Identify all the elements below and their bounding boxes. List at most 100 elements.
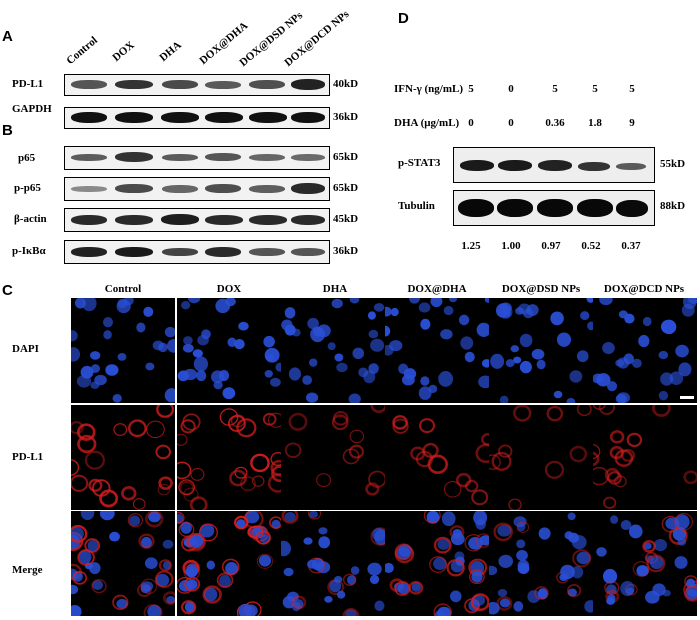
micrograph-dapi-6 xyxy=(593,298,697,403)
ratio-value: 0.97 xyxy=(541,240,561,252)
kd-p-p65: 65kD xyxy=(333,182,359,194)
dha-value: 1.8 xyxy=(588,117,602,129)
panel-letter-b: B xyxy=(2,122,13,139)
ifn-value: 5 xyxy=(552,83,558,95)
col-head-dox-dcd: DOX@DCD NPs xyxy=(603,283,685,295)
band xyxy=(205,112,243,123)
band xyxy=(162,248,198,256)
micrograph-merge-2 xyxy=(177,511,281,616)
micrograph-pd-l1-4 xyxy=(385,405,489,510)
ifn-value: 5 xyxy=(468,83,474,95)
ratio-value: 0.52 xyxy=(581,240,601,252)
dha-label: DHA (μg/mL) xyxy=(394,117,460,129)
band xyxy=(162,154,198,161)
band xyxy=(115,247,153,257)
micrograph-pd-l1-3 xyxy=(281,405,385,510)
band xyxy=(291,248,325,256)
dha-value: 0.36 xyxy=(545,117,565,129)
lane-head-control: Control xyxy=(64,34,100,67)
row-label-pdl1: PD-L1 xyxy=(12,451,44,463)
panel-letter-c: C xyxy=(2,282,13,299)
micrograph-dapi-4 xyxy=(385,298,489,403)
band xyxy=(291,112,325,123)
blot-label-p65: p65 xyxy=(18,152,36,164)
col-head-dox-dha: DOX@DHA xyxy=(407,283,467,295)
kd-beta-actin: 45kD xyxy=(333,213,359,225)
band xyxy=(460,160,494,171)
band xyxy=(115,184,153,193)
ratio-value: 1.00 xyxy=(501,240,521,252)
band xyxy=(249,112,287,123)
blot-tubulin xyxy=(453,190,655,226)
band xyxy=(577,199,613,217)
ifn-value: 0 xyxy=(508,83,514,95)
band xyxy=(497,199,533,217)
lane-head-dha: DHA xyxy=(157,39,184,64)
micrograph-merge-3 xyxy=(281,511,385,616)
blot-label-pdl1: PD-L1 xyxy=(12,78,44,90)
band xyxy=(205,81,241,89)
band xyxy=(71,154,107,161)
band xyxy=(249,154,285,161)
band xyxy=(291,154,325,161)
blot-gapdh xyxy=(64,107,330,129)
micrograph-dapi-2 xyxy=(177,298,281,403)
micrograph-pd-l1-6 xyxy=(593,405,697,510)
scale-bar xyxy=(680,396,694,399)
band xyxy=(205,247,241,257)
micrograph-dapi-1 xyxy=(71,298,175,403)
band xyxy=(205,215,243,225)
band xyxy=(458,199,494,217)
band xyxy=(71,186,107,192)
micrograph-merge-6 xyxy=(593,511,697,616)
blot-p-stat3 xyxy=(453,147,655,183)
col-head-dox: DOX xyxy=(216,283,242,295)
ifn-gamma-label: IFN-γ (ng/mL) xyxy=(394,83,464,95)
panel-letter-d: D xyxy=(398,10,409,27)
col-head-control: Control xyxy=(104,283,142,295)
blot-p-ikba xyxy=(64,240,330,264)
band xyxy=(115,112,153,123)
band xyxy=(71,215,107,225)
row-label-dapi: DAPI xyxy=(12,343,39,355)
panel-letter-a: A xyxy=(2,28,13,45)
band xyxy=(498,160,532,171)
micrograph-dapi-3 xyxy=(281,298,385,403)
band xyxy=(161,214,199,225)
band xyxy=(161,112,199,123)
kd-p-ikba: 36kD xyxy=(333,245,359,257)
col-head-dox-dsd: DOX@DSD NPs xyxy=(501,283,581,295)
band xyxy=(71,112,107,123)
band xyxy=(616,200,648,217)
blot-label-tubulin: Tubulin xyxy=(398,200,435,212)
band xyxy=(291,183,325,194)
ratio-value: 0.37 xyxy=(621,240,641,252)
blot-label-gapdh: GAPDH xyxy=(12,103,52,115)
kd-p65: 65kD xyxy=(333,151,359,163)
kd-p-stat3: 55kD xyxy=(660,158,686,170)
blot-pdl1 xyxy=(64,74,330,96)
blot-beta-actin xyxy=(64,208,330,232)
band xyxy=(205,153,241,161)
blot-label-p-p65: p-p65 xyxy=(14,182,41,194)
micrograph-pd-l1-1 xyxy=(71,405,175,510)
band xyxy=(115,215,153,225)
band xyxy=(162,185,198,193)
micrograph-merge-5 xyxy=(489,511,593,616)
band xyxy=(115,80,153,89)
band xyxy=(578,162,610,171)
band xyxy=(249,248,285,256)
kd-gapdh: 36kD xyxy=(333,111,359,123)
band xyxy=(162,80,198,89)
micrograph-merge-1 xyxy=(71,511,175,616)
dha-value: 9 xyxy=(629,117,635,129)
lane-head-dox: DOX xyxy=(110,39,137,64)
ifn-value: 5 xyxy=(629,83,635,95)
kd-tubulin: 88kD xyxy=(660,200,686,212)
band xyxy=(538,160,572,171)
band xyxy=(249,215,287,225)
band xyxy=(291,79,325,90)
band xyxy=(205,184,241,193)
row-label-merge: Merge xyxy=(12,564,43,576)
col-head-dha: DHA xyxy=(322,283,348,295)
